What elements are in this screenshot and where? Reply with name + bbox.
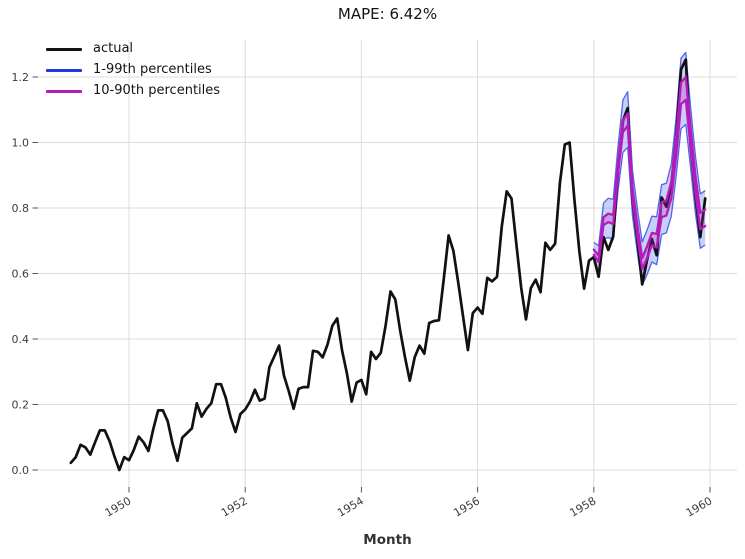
y-tick-label: 0.0 xyxy=(12,464,30,477)
y-tick-label: 1.2 xyxy=(12,71,30,84)
p10-edge-line xyxy=(592,98,707,271)
y-tick-label: 0.4 xyxy=(12,333,30,346)
y-tick-label: 0.2 xyxy=(12,399,30,412)
actual-line-swatch xyxy=(46,47,82,51)
x-tick-label: 1956 xyxy=(451,494,482,519)
x-tick-labels: 1950 1952 1954 1956 1958 1960 xyxy=(103,494,715,519)
p10-90-line-swatch xyxy=(46,89,82,93)
y-tick-label: 1.0 xyxy=(12,137,30,150)
y-tick-labels: 0.0 0.2 0.4 0.6 0.8 1.0 1.2 xyxy=(12,71,30,477)
legend-item-p10-90: 10-90th percentiles xyxy=(46,84,220,98)
legend: actual 1-99th percentiles 10-90th percen… xyxy=(46,42,220,98)
x-tick-label: 1958 xyxy=(568,494,599,519)
legend-item-actual: actual xyxy=(46,42,220,56)
x-tick-label: 1960 xyxy=(684,494,715,519)
x-tick-label: 1954 xyxy=(335,494,366,519)
gridlines xyxy=(38,40,737,487)
p90-edge-line xyxy=(592,75,707,260)
axis-ticks xyxy=(32,76,711,493)
x-axis-title: Month xyxy=(363,532,412,548)
legend-label: 1-99th percentiles xyxy=(93,62,212,77)
legend-label: actual xyxy=(93,41,134,56)
x-tick-label: 1952 xyxy=(219,494,250,519)
y-tick-label: 0.8 xyxy=(12,202,30,215)
p1-99-line-swatch xyxy=(46,68,82,72)
actual-line xyxy=(69,58,707,472)
chart-title: MAPE: 6.42% xyxy=(337,5,438,23)
legend-item-p1-99: 1-99th percentiles xyxy=(46,63,220,77)
x-tick-label: 1950 xyxy=(103,494,134,519)
y-tick-label: 0.6 xyxy=(12,268,30,281)
legend-label: 10-90th percentiles xyxy=(93,83,221,98)
